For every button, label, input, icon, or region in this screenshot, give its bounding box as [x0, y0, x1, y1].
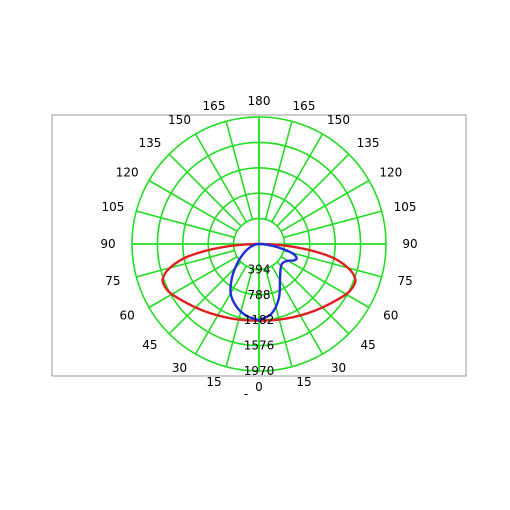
grid-spoke-60: [280, 256, 370, 309]
grid-spoke-315: [168, 261, 242, 335]
angle-label-right-4: 75: [397, 274, 412, 288]
angle-label-left-2: 30: [172, 361, 187, 375]
angle-label-right-3: 60: [383, 309, 398, 323]
angle-label-right-1: 30: [331, 361, 346, 375]
angle-label-right-10: 165: [293, 99, 316, 113]
grid-spoke-150: [271, 133, 324, 223]
angle-label-right-7: 120: [379, 166, 402, 180]
curve-blue: [229, 242, 298, 322]
angle-label-left-12: 180: [248, 94, 271, 108]
grid-spoke-300: [148, 256, 238, 309]
angle-label-left-0: 0: [255, 380, 263, 394]
angle-label-left-9: 135: [138, 136, 161, 150]
grid-spoke-120: [280, 179, 370, 232]
angle-label-right-9: 150: [327, 113, 350, 127]
angle-label-left-7: 105: [101, 200, 124, 214]
angle-label-right-0: 15: [296, 375, 311, 389]
radial-label-394: 394: [248, 262, 271, 276]
grid-spoke-225: [168, 153, 242, 227]
grid-spoke-345: [225, 268, 254, 367]
angle-label-right-2: 45: [360, 338, 375, 352]
grid-spoke-240: [148, 179, 238, 232]
radial-label-1182: 1182: [244, 313, 275, 327]
grid-spoke-330: [194, 265, 247, 355]
grid-spoke-75: [283, 249, 382, 278]
angle-label-left-1: 15: [206, 375, 221, 389]
grid-spoke-135: [276, 153, 350, 227]
angle-label-left-5: 75: [105, 274, 120, 288]
angle-label-right-8: 135: [357, 136, 380, 150]
angle-label-left-8: 120: [116, 166, 139, 180]
curves: [161, 242, 357, 322]
angle-label-right-6: 105: [394, 200, 417, 214]
polar-grid: [131, 116, 387, 372]
grid-spoke-210: [194, 133, 247, 223]
grid-spoke-255: [136, 210, 235, 239]
radial-label-788: 788: [248, 288, 271, 302]
grid-spoke-15: [264, 268, 293, 367]
radial-label-1970: 1970: [244, 364, 275, 378]
angle-label-left-6: 90: [100, 237, 115, 251]
radial-label-1576: 1576: [244, 339, 275, 353]
grid-spoke-45: [276, 261, 350, 335]
labels: 0 15 30 45 60 75 90 105 120 135 150 165 180 15 30 45 60 7…: [100, 94, 417, 394]
grid-spoke-165: [264, 121, 293, 220]
angle-label-left-10: 150: [168, 113, 191, 127]
angle-label-left-3: 45: [142, 338, 157, 352]
angle-label-left-11: 165: [203, 99, 226, 113]
grid-spoke-285: [136, 249, 235, 278]
angle-label-left-4: 60: [120, 309, 135, 323]
footer-text: -: [244, 387, 248, 401]
grid-spoke-105: [283, 210, 382, 239]
angle-label-right-5: 90: [402, 237, 417, 251]
grid-spoke-195: [225, 121, 254, 220]
